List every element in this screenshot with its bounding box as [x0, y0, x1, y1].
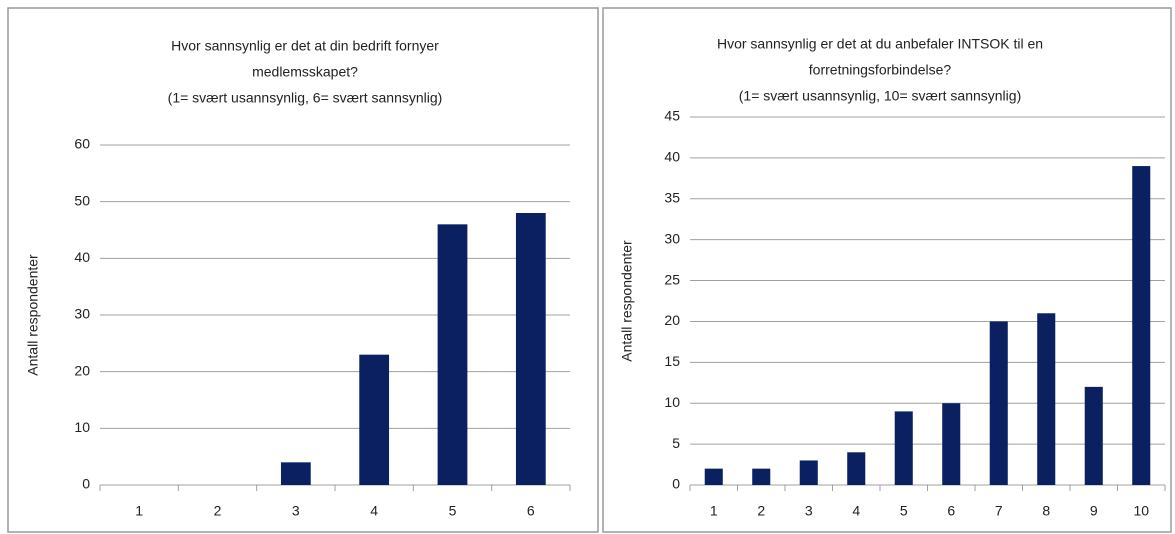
x-tick-label: 1 [710, 503, 718, 519]
y-axis-label: Antall respondenter [619, 240, 635, 362]
bar [704, 468, 723, 485]
x-tick-label: 1 [135, 503, 143, 519]
x-tick-label: 3 [805, 503, 813, 519]
x-tick-label: 2 [214, 503, 222, 519]
chart-title: medlemsskapet? [252, 64, 358, 80]
y-axis-label: Antall respondenter [25, 254, 41, 376]
chart-title: (1= svært usannsynlig, 10= svært sannsyn… [739, 88, 1021, 104]
y-tick-label: 25 [664, 271, 680, 287]
y-tick-label: 10 [74, 419, 90, 435]
y-tick-label: 20 [74, 362, 90, 378]
bar [280, 462, 311, 485]
bar [515, 213, 546, 485]
bar [1132, 166, 1151, 486]
bar [894, 411, 913, 485]
y-tick-label: 45 [664, 108, 680, 124]
bar [989, 321, 1008, 485]
y-tick-label: 5 [672, 435, 680, 451]
chart-title: Hvor sannsynlig er det at du anbefaler I… [717, 36, 1043, 52]
x-tick-label: 5 [449, 503, 457, 519]
x-tick-label: 9 [1090, 503, 1098, 519]
y-tick-label: 35 [664, 189, 680, 205]
bar [752, 468, 771, 485]
y-tick-label: 30 [74, 306, 90, 322]
x-tick-label: 5 [900, 503, 908, 519]
x-tick-label: 10 [1133, 503, 1149, 519]
y-tick-label: 0 [672, 476, 680, 492]
y-tick-label: 20 [664, 312, 680, 328]
bar [359, 354, 390, 485]
bar [799, 460, 818, 485]
y-tick-label: 50 [74, 192, 90, 208]
y-tick-label: 0 [82, 476, 90, 492]
x-tick-label: 4 [370, 503, 378, 519]
chart-title: forretningsforbindelse? [809, 62, 952, 78]
chart-title: (1= svært usannsynlig, 6= svært sannsynl… [168, 90, 443, 106]
x-tick-label: 4 [852, 503, 860, 519]
y-tick-label: 30 [664, 230, 680, 246]
bar [942, 403, 961, 485]
x-tick-label: 3 [292, 503, 300, 519]
bar [1084, 386, 1103, 485]
y-tick-label: 40 [74, 249, 90, 265]
y-tick-label: 15 [664, 353, 680, 369]
bar [1037, 313, 1056, 485]
y-tick-label: 60 [74, 136, 90, 152]
x-tick-label: 7 [995, 503, 1003, 519]
left-panel [7, 7, 599, 533]
x-tick-label: 6 [527, 503, 535, 519]
bar [847, 452, 866, 485]
right-panel [602, 7, 1172, 533]
x-tick-label: 2 [757, 503, 765, 519]
chart-title: Hvor sannsynlig er det at din bedrift fo… [171, 38, 439, 54]
x-tick-label: 6 [947, 503, 955, 519]
bar [437, 224, 468, 486]
y-tick-label: 10 [664, 394, 680, 410]
y-tick-label: 40 [664, 149, 680, 165]
x-tick-label: 8 [1042, 503, 1050, 519]
